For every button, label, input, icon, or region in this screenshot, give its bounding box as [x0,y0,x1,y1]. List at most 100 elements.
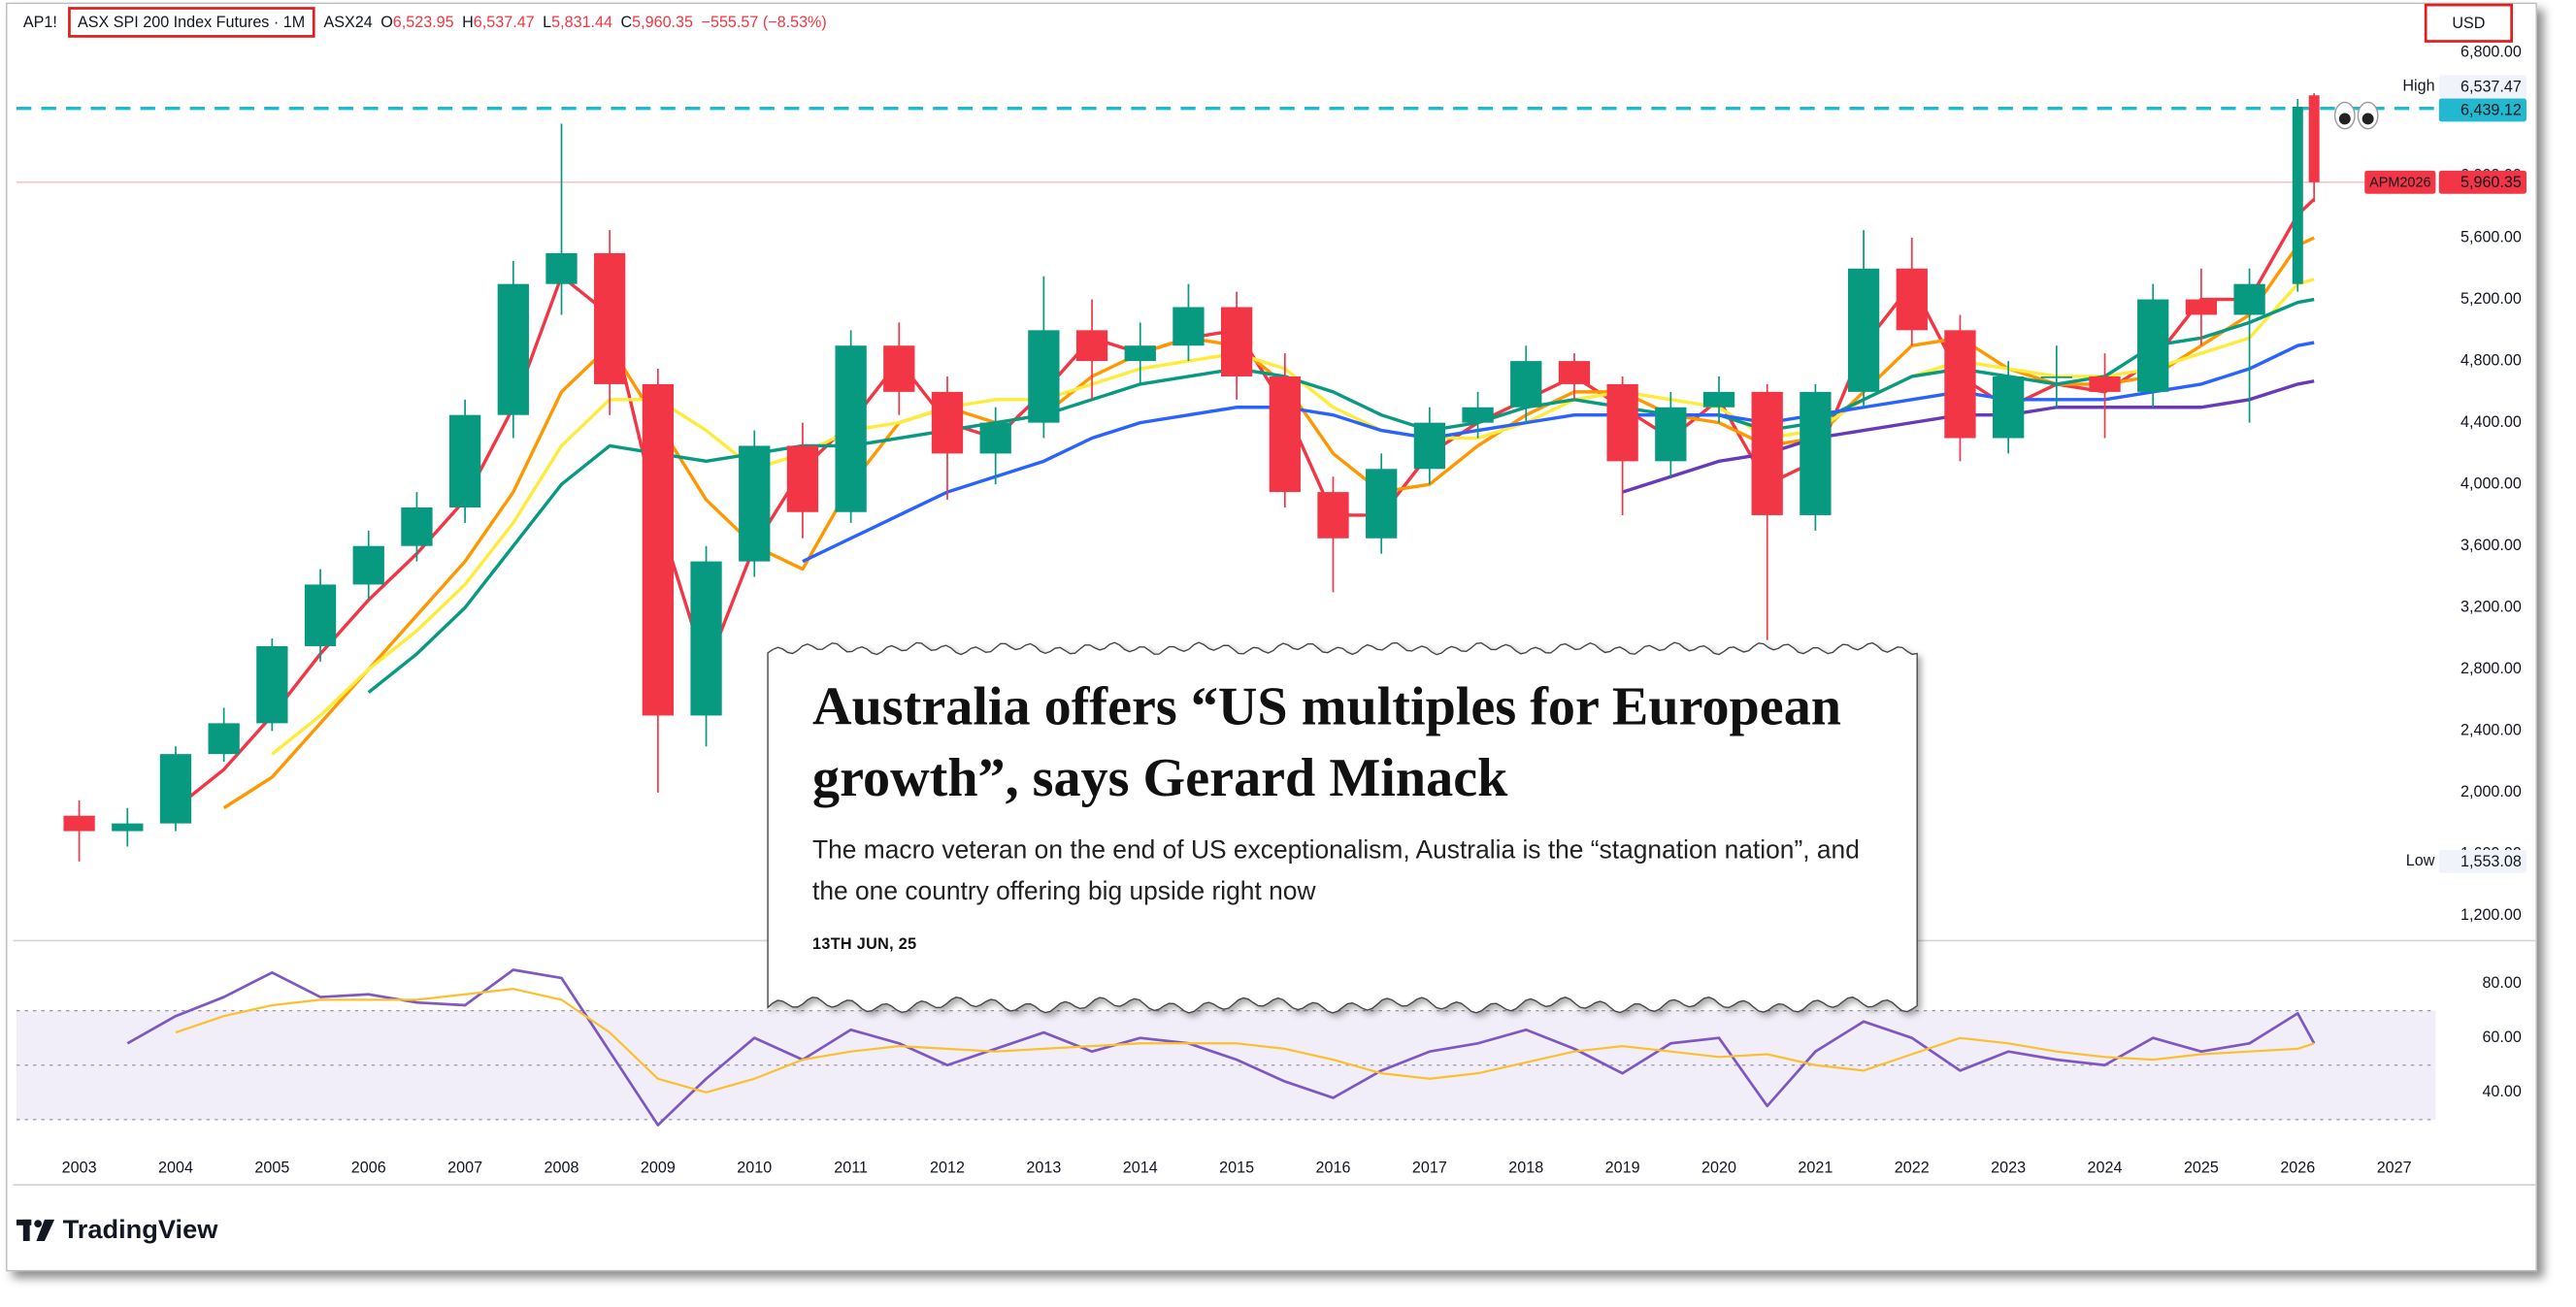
change: −555.57 (−8.53%) [702,14,827,31]
y-tick-label: 5,200.00 [2460,290,2522,308]
candle-body [2185,299,2218,315]
ohlc-key: C [621,14,633,31]
line-series [175,988,2315,1094]
y-tick-label: 4,400.00 [2460,413,2522,431]
x-tick-label: 2012 [930,1159,965,1176]
y-tick-label: 6,800.00 [2460,44,2522,61]
candle-body [352,545,384,585]
low-label: Low [2406,852,2435,869]
currency: USD [2452,15,2485,32]
ohlc-value: 6,523.95 [393,14,454,31]
candle-body [1800,391,1832,515]
highlight-box [68,7,315,38]
x-tick-label: 2007 [447,1159,482,1176]
y-tick-label: 4,000.00 [2460,474,2522,492]
x-tick-label: 2023 [1991,1159,2026,1176]
candle-body [256,645,288,724]
article-subtitle: The macro veteran on the end of US excep… [812,835,1860,905]
x-tick-label: 2017 [1412,1159,1447,1176]
candle-body [497,283,529,415]
eyes-emoji [2333,101,2379,130]
candle-body [1510,361,1542,408]
high-value-box [2438,75,2526,99]
y-tick-label: 2,800.00 [2460,660,2522,677]
x-tick-label: 2006 [351,1159,386,1176]
article: Australia offers “US multiples for Europ… [812,678,1860,955]
candle-body [1413,422,1446,470]
ohlc-key: O [380,14,393,31]
ohlc-value: 5,831.44 [551,14,612,31]
y-tick-label: 60.00 [2482,1029,2521,1046]
line-series [174,198,2316,810]
x-tick-label: 2019 [1605,1159,1640,1176]
candle-body [883,345,915,392]
candle-body [1847,268,1880,392]
low-value: 1,553.08 [2460,853,2522,870]
y-tick-label: 4,800.00 [2460,351,2522,369]
x-tick-label: 2003 [62,1159,97,1176]
candle-body [208,723,240,755]
high-value: 6,537.47 [2460,78,2522,95]
candle-body [931,391,964,454]
article-title: Australia offers “US multiples for Europ… [812,678,1842,809]
candle-body [1993,376,2025,439]
candle-body [786,445,819,512]
candle-body [1606,383,1638,462]
x-tick-label: 2026 [2280,1159,2315,1176]
low-value-box [2438,849,2526,873]
y-tick-label: 3,600.00 [2460,537,2522,554]
last-value-box [2438,170,2526,194]
high-label: High [2402,78,2434,95]
candle-body [979,422,1011,454]
last-value: 5,960.35 [2460,174,2522,191]
candle-body [1172,307,1205,346]
candle-body [2308,95,2320,182]
candle-body [2292,107,2303,284]
candle-body [1944,330,1976,439]
candle-body [594,252,626,384]
exchange: ASX24 [323,14,372,31]
candle-body [401,506,433,546]
x-tick-label: 2025 [2184,1159,2219,1176]
instrument-name: ASX SPI 200 Index Futures · 1M [78,14,305,31]
x-tick-label: 2008 [545,1159,579,1176]
candle-body [545,252,578,284]
candle-body [112,823,144,832]
candle-body [1220,307,1253,376]
candle-body [690,561,722,716]
ohlc-value: 5,960.35 [632,14,693,31]
candle-body [1558,361,1591,384]
candle-body [1655,407,1687,462]
candle-body [2233,283,2265,315]
quote-line: ASX24 O6,523.95 H6,537.47 L5,831.44 C5,960.3… [323,14,826,31]
candle-body [448,414,481,507]
x-tick-label: 2009 [641,1159,676,1176]
reference-value: 6,439.12 [2460,102,2522,119]
candle-body [642,383,675,716]
reference-value-box [2438,98,2526,122]
y-tick-label: 5,600.00 [2460,228,2522,245]
x-tick-label: 2020 [1701,1159,1736,1176]
ohlc-value: 6,537.47 [474,14,535,31]
x-tick-label: 2015 [1219,1159,1254,1176]
line-series [802,341,2315,564]
candle-body [1075,330,1108,362]
candle-body [1751,391,1783,515]
candle-body [2089,376,2121,392]
y-tick-label: 1,200.00 [2460,906,2522,924]
line-series [1622,379,2315,494]
candle-body [1896,268,1928,331]
x-tick-label: 2018 [1508,1159,1543,1176]
y-tick-label: 3,200.00 [2460,599,2522,616]
y-tick-label: 2,000.00 [2460,783,2522,801]
logo [17,1219,55,1241]
x-tick-label: 2016 [1316,1159,1351,1176]
y-tick-label: 80.00 [2482,974,2521,992]
x-tick-label: 2021 [1798,1159,1833,1176]
x-tick-label: 2011 [834,1159,868,1176]
x-tick-label: 2004 [158,1159,193,1176]
ohlc-key: L [543,14,551,31]
line-series [271,278,2315,756]
